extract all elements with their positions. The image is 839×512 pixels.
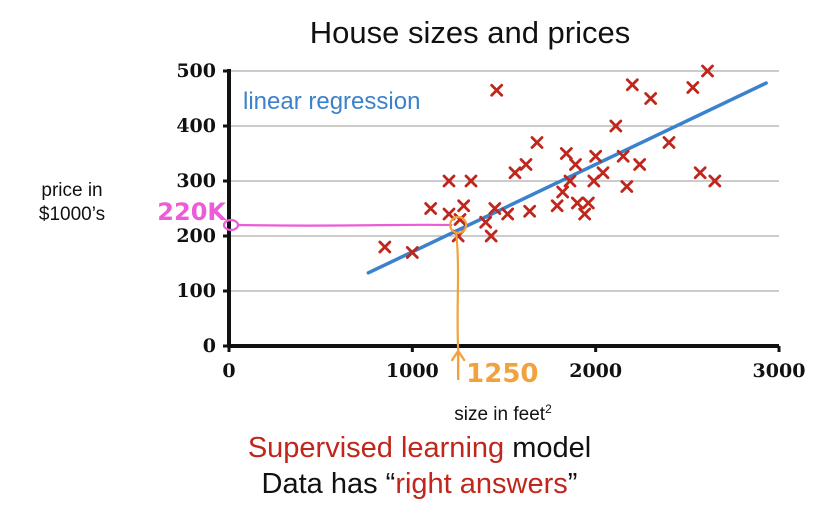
data-point bbox=[569, 158, 582, 171]
data-point bbox=[662, 136, 676, 149]
data-point bbox=[625, 78, 639, 92]
data-point bbox=[693, 166, 707, 180]
grid bbox=[229, 70, 779, 292]
chart-title: House sizes and prices bbox=[310, 15, 631, 50]
data-point bbox=[508, 166, 522, 180]
caption-supervised-learning: Supervised learning bbox=[247, 432, 505, 464]
data-points bbox=[378, 64, 722, 259]
data-point bbox=[570, 196, 584, 210]
data-point bbox=[708, 174, 722, 188]
y-axis-label-line-1: price in bbox=[41, 180, 102, 201]
data-point bbox=[556, 185, 570, 199]
data-point bbox=[530, 136, 544, 149]
caption-close-quote: ” bbox=[567, 468, 578, 500]
regression: linear regression bbox=[243, 81, 768, 275]
data-point bbox=[488, 202, 502, 215]
y-tick-label: 300 bbox=[176, 170, 216, 192]
data-point bbox=[490, 83, 504, 97]
x-tick-label: 3000 bbox=[753, 360, 806, 382]
y-axis-label-line-2: $1000’s bbox=[39, 204, 105, 225]
data-point bbox=[464, 174, 478, 188]
caption-data-has: Data has “ bbox=[261, 468, 396, 500]
data-point bbox=[578, 207, 592, 221]
data-point bbox=[479, 215, 493, 229]
data-point bbox=[701, 64, 714, 78]
data-point bbox=[616, 149, 630, 163]
annotation-point-circle bbox=[449, 215, 468, 235]
tick-labels: 0 100 200 300 400 500 0 1000 2000 3000 bbox=[176, 60, 805, 382]
caption-model: model bbox=[504, 432, 592, 464]
data-point bbox=[563, 174, 577, 188]
x-tick-label: 0 bbox=[222, 360, 235, 382]
x-axis-label-text: size in feet bbox=[454, 404, 546, 425]
annotations: 220K 1250 bbox=[157, 198, 538, 389]
annotation-y-label: 220K bbox=[157, 198, 227, 226]
data-point bbox=[620, 180, 634, 193]
data-point bbox=[405, 246, 419, 259]
caption-line-1: Supervised learning model bbox=[0, 432, 839, 465]
data-point bbox=[559, 147, 573, 160]
data-point bbox=[378, 240, 392, 254]
data-point bbox=[424, 202, 438, 215]
x-axis-label: size in feet2 bbox=[454, 402, 552, 425]
data-point bbox=[633, 158, 647, 171]
data-point bbox=[442, 174, 456, 188]
y-tick-label: 0 bbox=[203, 335, 216, 357]
y-tick-label: 500 bbox=[176, 60, 216, 82]
data-point bbox=[581, 196, 595, 210]
x-axis-label-superscript: 2 bbox=[545, 402, 552, 416]
caption-right-answers: right answers bbox=[395, 468, 568, 500]
data-point bbox=[501, 207, 515, 221]
data-point bbox=[519, 158, 533, 171]
data-point bbox=[589, 149, 603, 163]
axes bbox=[223, 69, 781, 352]
data-point bbox=[550, 199, 564, 213]
data-point bbox=[686, 81, 700, 94]
annotation-x-label: 1250 bbox=[466, 359, 538, 389]
data-point bbox=[596, 166, 610, 180]
y-tick-label: 400 bbox=[176, 115, 216, 137]
y-tick-label: 100 bbox=[176, 280, 216, 302]
data-point bbox=[442, 207, 456, 221]
data-point bbox=[644, 92, 658, 105]
annotation-x-guide bbox=[455, 232, 460, 351]
data-point bbox=[457, 199, 471, 213]
regression-line-label: linear regression bbox=[243, 88, 420, 115]
x-tick-label: 1000 bbox=[386, 360, 439, 382]
data-point bbox=[484, 229, 498, 243]
y-tick-label: 200 bbox=[176, 225, 216, 247]
annotation-y-guide bbox=[236, 223, 453, 227]
data-point bbox=[523, 204, 537, 218]
annotation-y-marker bbox=[222, 218, 240, 232]
x-tick-label: 2000 bbox=[569, 360, 622, 382]
caption-line-2: Data has “right answers” bbox=[0, 468, 839, 501]
data-point bbox=[609, 119, 623, 133]
